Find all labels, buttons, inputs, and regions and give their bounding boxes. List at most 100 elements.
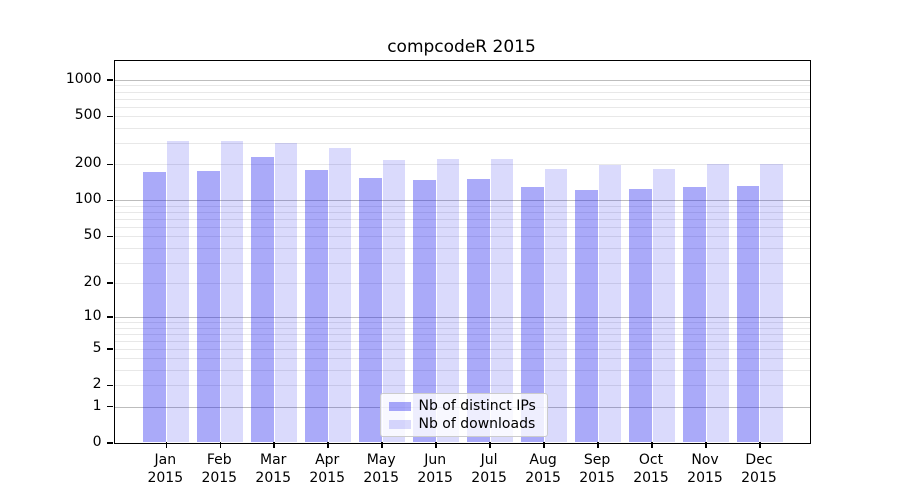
x-tick-label-dec: Dec 2015 (741, 452, 777, 486)
x-tick-label-sep: Sep 2015 (579, 452, 615, 486)
minor-gridline (114, 333, 810, 335)
x-tick-label-feb: Feb 2015 (201, 452, 238, 486)
bar-downloads-aug (544, 168, 568, 442)
major-gridline (114, 316, 810, 318)
legend-label-downloads: Nb of downloads (418, 416, 536, 432)
bar-downloads-nov (706, 164, 729, 442)
x-tick-mark (759, 442, 761, 448)
bar-downloads-dec (760, 163, 783, 442)
y-tick-mark (107, 163, 113, 166)
chart-title: compcodeR 2015 (387, 37, 536, 57)
minor-gridline (114, 322, 810, 323)
y-tick-mark (107, 115, 113, 118)
y-tick-mark (107, 79, 113, 81)
x-tick-mark (165, 442, 168, 448)
minor-gridline (114, 283, 810, 284)
bar-downloads-may (382, 160, 406, 442)
y-tick-label: 2 (92, 376, 102, 393)
minor-gridline (114, 85, 810, 87)
downloads-swatch-icon (388, 419, 411, 429)
bar-distinct-ips-feb (197, 171, 220, 442)
y-tick-label: 100 (74, 191, 102, 208)
x-tick-label-mar: Mar 2015 (255, 452, 292, 486)
bar-distinct-ips-may (359, 177, 382, 442)
minor-gridline (114, 212, 810, 214)
y-tick-mark (107, 348, 113, 350)
y-tick-label: 1 (92, 397, 102, 414)
bar-downloads-sep (598, 165, 622, 442)
bar-downloads-jun (436, 158, 460, 442)
x-tick-label-may: May 2015 (363, 452, 399, 486)
legend-label-distinct-ips: Nb of distinct IPs (418, 398, 536, 414)
x-tick-label-jul: Jul 2015 (471, 452, 507, 486)
y-tick-mark (107, 442, 113, 444)
minor-gridline (114, 226, 810, 228)
distinct-ips-swatch-icon (388, 401, 411, 411)
x-tick-label-nov: Nov 2015 (687, 452, 723, 486)
bar-downloads-mar (274, 142, 298, 442)
x-tick-mark (327, 442, 329, 448)
y-tick-label: 500 (74, 107, 102, 124)
minor-gridline (114, 205, 810, 207)
y-tick-mark (107, 282, 113, 284)
bar-distinct-ips-jun (413, 180, 436, 442)
x-tick-label-aug: Aug 2015 (525, 452, 561, 486)
x-tick-mark (705, 442, 707, 448)
x-tick-mark (273, 442, 275, 448)
minor-gridline (114, 247, 810, 249)
legend-row-downloads: Nb of downloads (388, 416, 539, 432)
minor-gridline (114, 348, 810, 350)
minor-gridline (114, 143, 810, 145)
y-tick-label: 50 (83, 227, 102, 244)
y-tick-label: 200 (74, 155, 102, 172)
minor-gridline (114, 218, 810, 220)
minor-gridline (114, 91, 810, 93)
minor-gridline (114, 262, 810, 264)
y-tick-mark (107, 235, 113, 238)
major-gridline (114, 200, 810, 202)
x-tick-mark (543, 442, 545, 448)
y-tick-label: 0 (92, 434, 102, 450)
bar-distinct-ips-oct (629, 189, 652, 442)
bar-downloads-jul (490, 159, 514, 442)
plot-area: Nb of distinct IPs Nb of downloads (107, 60, 811, 448)
bar-distinct-ips-sep (575, 190, 598, 442)
y-tick-label: 5 (92, 339, 102, 356)
bar-distinct-ips-jul (467, 178, 490, 442)
bar-distinct-ips-mar (251, 157, 274, 442)
y-tick-label: 1000 (65, 70, 102, 87)
minor-gridline (114, 358, 810, 360)
bar-distinct-ips-jan (143, 171, 166, 442)
minor-gridline (114, 98, 810, 100)
bar-distinct-ips-apr (305, 170, 328, 442)
y-tick-label: 20 (83, 274, 102, 290)
major-gridline (114, 79, 810, 81)
y-tick-mark (107, 405, 113, 408)
x-tick-mark (597, 442, 599, 448)
minor-gridline (114, 164, 810, 166)
x-tick-mark (489, 442, 491, 448)
x-tick-label-apr: Apr 2015 (309, 452, 346, 486)
minor-gridline (114, 236, 810, 238)
minor-gridline (114, 116, 810, 118)
y-tick-mark (107, 316, 113, 318)
x-tick-mark (651, 442, 653, 448)
bar-downloads-jan (166, 140, 190, 442)
minor-gridline (114, 128, 810, 130)
bar-distinct-ips-dec (736, 186, 760, 442)
x-tick-mark (219, 442, 222, 448)
bar-distinct-ips-nov (683, 186, 706, 442)
minor-gridline (114, 385, 810, 387)
y-tick-label: 10 (83, 307, 102, 324)
x-tick-label-oct: Oct 2015 (633, 452, 669, 486)
legend-row-distinct-ips: Nb of distinct IPs (388, 398, 539, 414)
bar-distinct-ips-aug (521, 186, 544, 442)
bar-downloads-feb (220, 141, 244, 442)
bar-downloads-apr (328, 148, 352, 442)
x-tick-mark (381, 442, 383, 448)
minor-gridline (114, 340, 810, 342)
y-tick-mark (107, 384, 113, 387)
y-tick-mark (107, 199, 113, 202)
x-tick-mark (435, 442, 437, 448)
